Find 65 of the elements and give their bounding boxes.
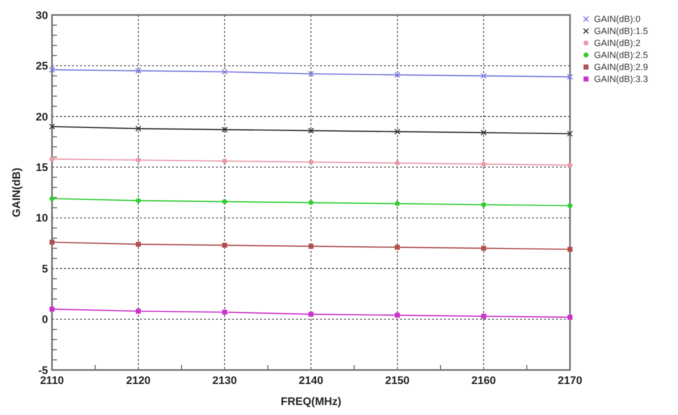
point: [136, 198, 141, 204]
point: [222, 199, 228, 204]
point: [394, 128, 400, 135]
point: [394, 160, 400, 166]
point: [568, 246, 572, 252]
point: [394, 244, 400, 250]
x-tick-label: 2140: [298, 375, 324, 387]
y-tick-label: 10: [36, 212, 48, 225]
point: [568, 162, 572, 168]
point: [308, 128, 314, 134]
y-tick-label: 5: [42, 263, 48, 276]
point: [308, 244, 314, 249]
point: [50, 306, 54, 312]
x-axis-title: FREQ(MHz): [280, 396, 342, 408]
point: [50, 156, 54, 162]
point: [394, 201, 400, 206]
point: [222, 158, 228, 164]
point: [50, 240, 54, 245]
y-tick-label: 20: [36, 111, 48, 124]
point: [308, 70, 314, 77]
x-tick-label: 2110: [40, 375, 64, 387]
point: [480, 72, 487, 79]
point: [136, 242, 141, 247]
point: [394, 312, 400, 318]
legend-label: GAIN(dB):2: [594, 38, 641, 48]
point: [222, 68, 228, 75]
point: [135, 68, 142, 74]
point: [480, 130, 487, 136]
point: [50, 196, 54, 202]
y-axis-title: GAIN(dB): [11, 167, 23, 218]
x-tick-label: 2130: [212, 375, 237, 387]
point: [136, 158, 141, 163]
point: [222, 126, 228, 133]
point: [568, 203, 572, 208]
y-tick-label: 30: [36, 10, 48, 22]
y-tick-label: -5: [38, 364, 48, 377]
point: [49, 66, 55, 73]
x-tick-label: 2120: [126, 375, 151, 387]
y-tick-label: 15: [36, 162, 48, 174]
x-tick-label: 2160: [471, 375, 496, 387]
legend-label: GAIN(dB):3.3: [594, 74, 648, 84]
legend-label: GAIN(dB):0: [594, 14, 641, 24]
y-tick-label: 25: [36, 60, 48, 73]
legend-label: GAIN(dB):1.5: [594, 26, 648, 36]
point: [308, 200, 314, 206]
point: [567, 74, 573, 80]
legend-label: GAIN(dB):2.5: [594, 50, 648, 60]
point: [481, 246, 486, 251]
point: [481, 202, 486, 208]
point: [481, 162, 486, 167]
x-tick-label: 2150: [385, 375, 410, 387]
point: [222, 242, 228, 248]
legend-label: GAIN(dB):2.9: [594, 62, 648, 72]
point: [308, 160, 314, 165]
point: [568, 314, 572, 320]
point: [222, 310, 228, 315]
point: [136, 308, 141, 314]
point: [308, 312, 314, 317]
y-tick-label: 0: [42, 314, 48, 326]
point: [135, 126, 142, 132]
x-tick-label: 2170: [558, 375, 582, 387]
point: [481, 314, 486, 319]
point: [567, 130, 573, 137]
point: [49, 124, 55, 130]
point: [394, 72, 400, 78]
